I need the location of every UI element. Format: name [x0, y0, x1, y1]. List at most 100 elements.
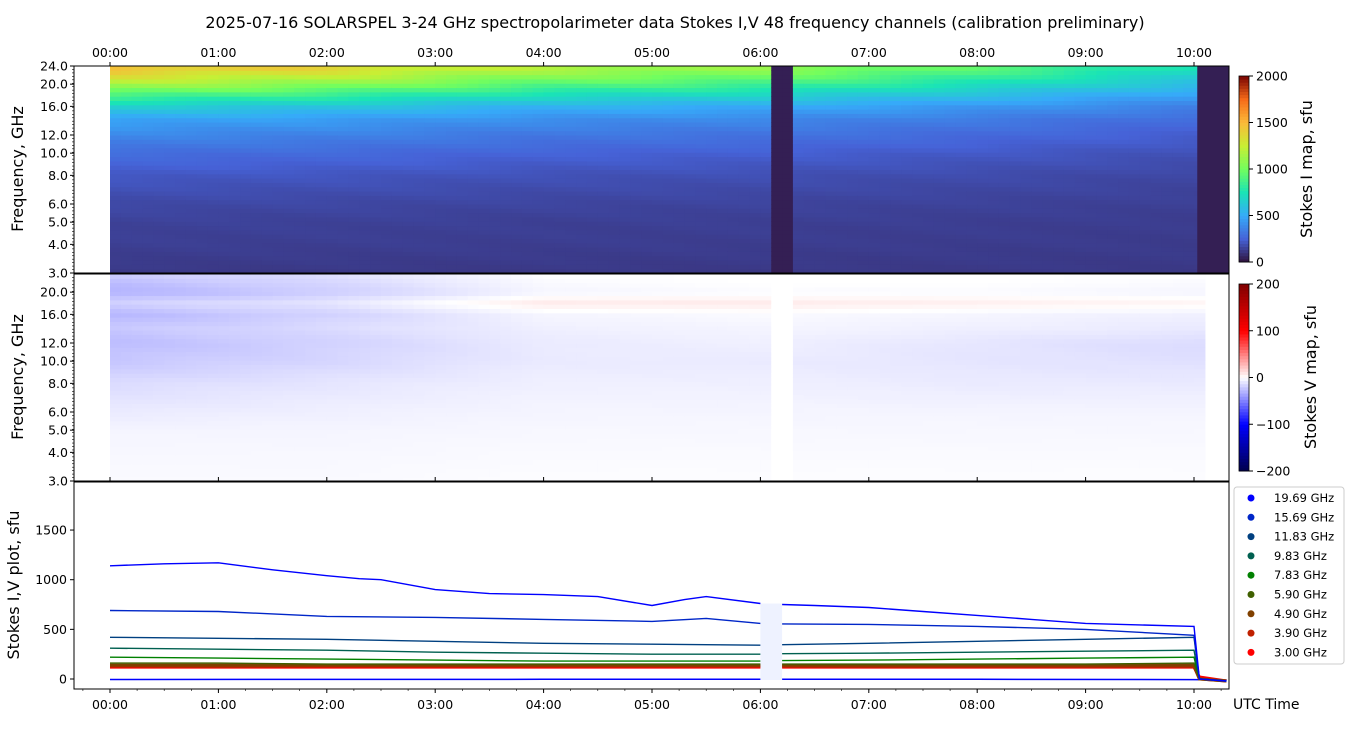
- heatmap-cell: [489, 260, 500, 265]
- heatmap-cell: [533, 157, 544, 162]
- heatmap-cell: [554, 118, 565, 123]
- heatmap-cell: [121, 83, 132, 88]
- heatmap-cell: [381, 204, 392, 209]
- heatmap-cell: [619, 122, 630, 127]
- heatmap-cell: [554, 264, 565, 269]
- heatmap-cell: [695, 191, 706, 196]
- heatmap-cell: [414, 165, 425, 170]
- heatmap-cell: [273, 113, 284, 118]
- heatmap-cell: [1129, 101, 1140, 106]
- heatmap-cell: [305, 170, 316, 175]
- heatmap-cell: [153, 83, 164, 88]
- heatmap-cell: [359, 109, 370, 114]
- heatmap-cell: [706, 213, 717, 218]
- heatmap-cell: [500, 260, 511, 265]
- heatmap-cell: [186, 148, 197, 153]
- heatmap-cell: [1086, 226, 1097, 231]
- heatmap-cell: [121, 105, 132, 110]
- heatmap-cell: [143, 109, 154, 114]
- heatmap-cell: [554, 256, 565, 261]
- heatmap-cell: [1140, 83, 1151, 88]
- heatmap-cell: [1183, 217, 1194, 222]
- heatmap-cell: [782, 178, 793, 183]
- heatmap-cell: [565, 195, 576, 200]
- heatmap-cell: [999, 157, 1010, 162]
- heatmap-cell: [143, 191, 154, 196]
- heatmap-cell: [208, 264, 219, 269]
- heatmap-cell: [121, 161, 132, 166]
- heatmap-cell: [1075, 256, 1086, 261]
- heatmap-cell: [1161, 170, 1172, 175]
- heatmap-cell: [132, 170, 143, 175]
- heatmap-cell: [956, 226, 967, 231]
- heatmap-cell: [630, 251, 641, 256]
- heatmap-cell: [1129, 70, 1140, 75]
- heatmap-cell: [1140, 234, 1151, 239]
- heatmap-cell: [663, 144, 674, 149]
- heatmap-cell: [446, 200, 457, 205]
- heatmap-cell: [424, 178, 435, 183]
- heatmap-cell: [1161, 165, 1172, 170]
- heatmap-cell: [1161, 221, 1172, 226]
- heatmap-cell: [1064, 66, 1075, 71]
- heatmap-cell: [869, 92, 880, 97]
- heatmap-cell: [1172, 148, 1183, 153]
- heatmap-cell: [966, 239, 977, 244]
- heatmap-cell: [522, 165, 533, 170]
- heatmap-cell: [966, 131, 977, 136]
- heatmap-cell: [110, 126, 121, 131]
- heatmap-cell: [565, 131, 576, 136]
- heatmap-cell: [468, 161, 479, 166]
- heatmap-cell: [587, 75, 598, 80]
- heatmap-cell: [208, 96, 219, 101]
- heatmap-cell: [186, 256, 197, 261]
- heatmap-cell: [717, 92, 728, 97]
- heatmap-cell: [912, 200, 923, 205]
- heatmap-cell: [1129, 247, 1140, 252]
- heatmap-cell: [956, 264, 967, 269]
- heatmap-cell: [305, 113, 316, 118]
- heatmap-cell: [869, 70, 880, 75]
- heatmap-cell: [674, 118, 685, 123]
- heatmap-cell: [359, 70, 370, 75]
- heatmap-cell: [468, 88, 479, 93]
- heatmap-cell: [359, 88, 370, 93]
- heatmap-cell: [706, 139, 717, 144]
- heatmap-cell: [1053, 208, 1064, 213]
- heatmap-cell: [847, 174, 858, 179]
- heatmap-cell: [685, 70, 696, 75]
- heatmap-cell: [489, 264, 500, 269]
- heatmap-cell: [999, 200, 1010, 205]
- heatmap-cell: [1140, 113, 1151, 118]
- heatmap-cell: [630, 208, 641, 213]
- heatmap-cell: [403, 152, 414, 157]
- heatmap-cell: [424, 230, 435, 235]
- heatmap-cell: [1064, 157, 1075, 162]
- heatmap-cell: [479, 174, 490, 179]
- heatmap-cell: [619, 204, 630, 209]
- heatmap-cell: [815, 165, 826, 170]
- heatmap-cell: [414, 118, 425, 123]
- heatmap-cell: [468, 264, 479, 269]
- heatmap-cell: [468, 144, 479, 149]
- heatmap-cell: [370, 260, 381, 265]
- colorbar-segment: [1239, 144, 1249, 148]
- heatmap-cell: [229, 88, 240, 93]
- heatmap-cell: [652, 174, 663, 179]
- heatmap-cell: [218, 182, 229, 187]
- heatmap-cell: [164, 200, 175, 205]
- heatmap-cell: [988, 161, 999, 166]
- heatmap-cell: [186, 101, 197, 106]
- heatmap-cell: [912, 221, 923, 226]
- heatmap-cell: [446, 105, 457, 110]
- heatmap-cell: [1183, 144, 1194, 149]
- heatmap-cell: [771, 251, 782, 256]
- heatmap-cell: [132, 174, 143, 179]
- heatmap-cell: [728, 148, 739, 153]
- heatmap-cell: [793, 208, 804, 213]
- heatmap-cell: [609, 182, 620, 187]
- heatmap-cell: [630, 126, 641, 131]
- heatmap-cell: [880, 234, 891, 239]
- heatmap-cell: [446, 92, 457, 97]
- heatmap-cell: [338, 221, 349, 226]
